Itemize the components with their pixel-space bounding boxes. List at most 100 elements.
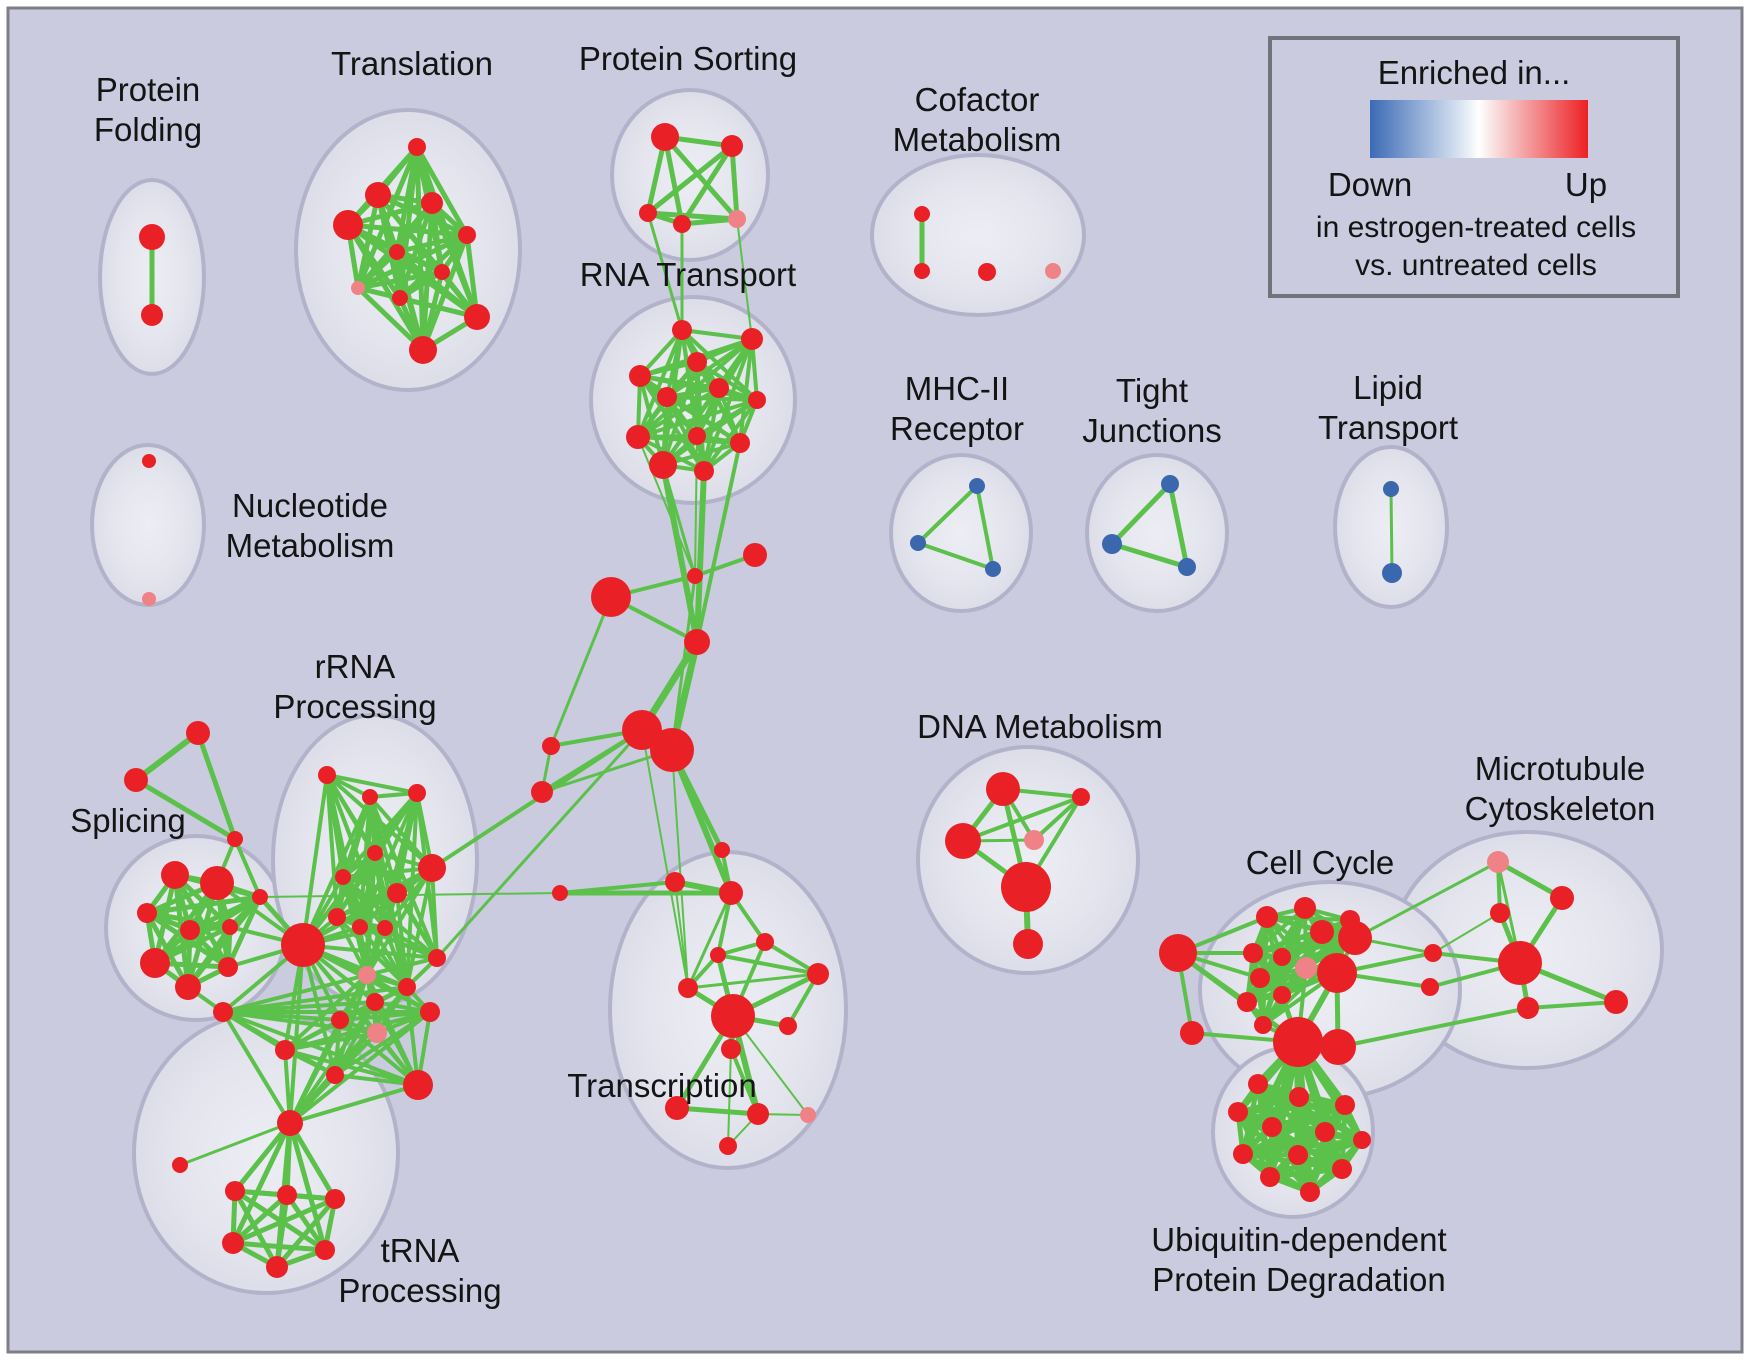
node-tr1[interactable] — [665, 872, 685, 892]
node-d2[interactable] — [1072, 788, 1090, 806]
node-cc16[interactable] — [1273, 1017, 1323, 1067]
node-k6[interactable] — [266, 1256, 288, 1278]
node-g5[interactable] — [367, 1023, 387, 1043]
node-cc10[interactable] — [1250, 968, 1270, 988]
node-u2[interactable] — [1289, 1087, 1309, 1107]
node-tr11[interactable] — [721, 1039, 741, 1059]
node-k4[interactable] — [222, 1232, 244, 1254]
node-tr14[interactable] — [800, 1107, 816, 1123]
node-s3[interactable] — [137, 903, 157, 923]
node-g6[interactable] — [366, 993, 384, 1011]
node-d1[interactable] — [986, 772, 1020, 806]
node-mh3[interactable] — [985, 561, 1001, 577]
node-t10[interactable] — [464, 304, 490, 330]
node-cf2[interactable] — [914, 263, 930, 279]
node-s9[interactable] — [252, 889, 268, 905]
node-t8[interactable] — [351, 281, 365, 295]
node-t5[interactable] — [458, 226, 476, 244]
node-g4[interactable] — [326, 1066, 344, 1084]
node-lp2[interactable] — [1382, 563, 1402, 583]
node-n1[interactable] — [142, 454, 156, 468]
node-u11[interactable] — [1260, 1167, 1280, 1187]
node-rr4[interactable] — [367, 845, 383, 861]
node-g7[interactable] — [420, 1002, 440, 1022]
node-tj2[interactable] — [1102, 534, 1122, 554]
node-cc4[interactable] — [1310, 920, 1334, 944]
node-r11[interactable] — [649, 451, 677, 479]
node-g2[interactable] — [275, 1040, 295, 1060]
node-tr4[interactable] — [552, 885, 568, 901]
node-cc6[interactable] — [1338, 921, 1372, 955]
node-r10[interactable] — [730, 433, 750, 453]
node-tr7[interactable] — [678, 978, 698, 998]
node-tr12[interactable] — [665, 1096, 689, 1120]
node-cc12[interactable] — [1273, 986, 1291, 1004]
node-u8[interactable] — [1233, 1144, 1253, 1164]
node-ps2[interactable] — [721, 135, 743, 157]
node-cc15[interactable] — [1180, 1021, 1204, 1045]
node-cc13[interactable] — [1237, 992, 1257, 1012]
node-c3[interactable] — [591, 577, 631, 617]
node-t7[interactable] — [434, 264, 450, 280]
node-ln1[interactable] — [172, 1157, 188, 1173]
node-cf4[interactable] — [1045, 263, 1061, 279]
node-a2[interactable] — [124, 768, 148, 792]
node-u3[interactable] — [1335, 1095, 1355, 1115]
node-pf1[interactable] — [139, 224, 165, 250]
node-rr6[interactable] — [418, 854, 446, 882]
node-a1[interactable] — [186, 721, 210, 745]
node-m8[interactable] — [1517, 997, 1539, 1019]
node-cc7[interactable] — [1243, 943, 1263, 963]
node-k3[interactable] — [325, 1189, 345, 1209]
node-rr13[interactable] — [428, 949, 446, 967]
node-cc17[interactable] — [1320, 1029, 1356, 1065]
node-rr1[interactable] — [318, 766, 336, 784]
node-c1[interactable] — [687, 568, 703, 584]
node-t11[interactable] — [409, 336, 437, 364]
node-ps4[interactable] — [673, 215, 691, 233]
node-rr14[interactable] — [398, 978, 416, 996]
node-tr6[interactable] — [710, 947, 726, 963]
node-m4[interactable] — [1424, 944, 1442, 962]
node-c2[interactable] — [743, 543, 767, 567]
node-m7[interactable] — [1604, 990, 1628, 1014]
node-cc3[interactable] — [1294, 897, 1316, 919]
node-m2[interactable] — [1550, 886, 1574, 910]
node-t6[interactable] — [389, 244, 405, 260]
node-s4[interactable] — [180, 920, 200, 940]
node-tr10[interactable] — [779, 1017, 797, 1035]
node-r12[interactable] — [694, 461, 714, 481]
node-u10[interactable] — [1332, 1159, 1352, 1179]
node-t1[interactable] — [408, 138, 426, 156]
node-r4[interactable] — [687, 352, 707, 372]
node-u6[interactable] — [1315, 1122, 1335, 1142]
node-j2[interactable] — [650, 728, 694, 772]
node-h1[interactable] — [277, 1110, 303, 1136]
node-g3[interactable] — [331, 1011, 349, 1029]
node-s6[interactable] — [140, 948, 170, 978]
node-g1[interactable] — [213, 1002, 233, 1022]
node-tr9[interactable] — [711, 994, 755, 1038]
node-rr12[interactable] — [358, 966, 376, 984]
node-ps5[interactable] — [728, 210, 746, 228]
node-tj1[interactable] — [1161, 475, 1179, 493]
node-cf3[interactable] — [978, 263, 996, 281]
node-u1[interactable] — [1248, 1074, 1268, 1094]
node-ps3[interactable] — [639, 204, 657, 222]
node-g8[interactable] — [403, 1070, 433, 1100]
node-d6[interactable] — [1013, 929, 1043, 959]
node-tr3[interactable] — [714, 842, 730, 858]
node-tr2[interactable] — [719, 881, 743, 905]
node-l1[interactable] — [542, 737, 560, 755]
node-tr5[interactable] — [756, 933, 774, 951]
node-r5[interactable] — [709, 378, 729, 398]
node-r8[interactable] — [626, 425, 650, 449]
node-a3[interactable] — [227, 831, 243, 847]
node-d5[interactable] — [1001, 862, 1051, 912]
node-r2[interactable] — [741, 328, 763, 350]
node-j1[interactable] — [622, 710, 662, 750]
node-rr2[interactable] — [362, 789, 378, 805]
node-cf1[interactable] — [914, 206, 930, 222]
node-cc14[interactable] — [1254, 1016, 1272, 1034]
node-rr8[interactable] — [328, 908, 346, 926]
